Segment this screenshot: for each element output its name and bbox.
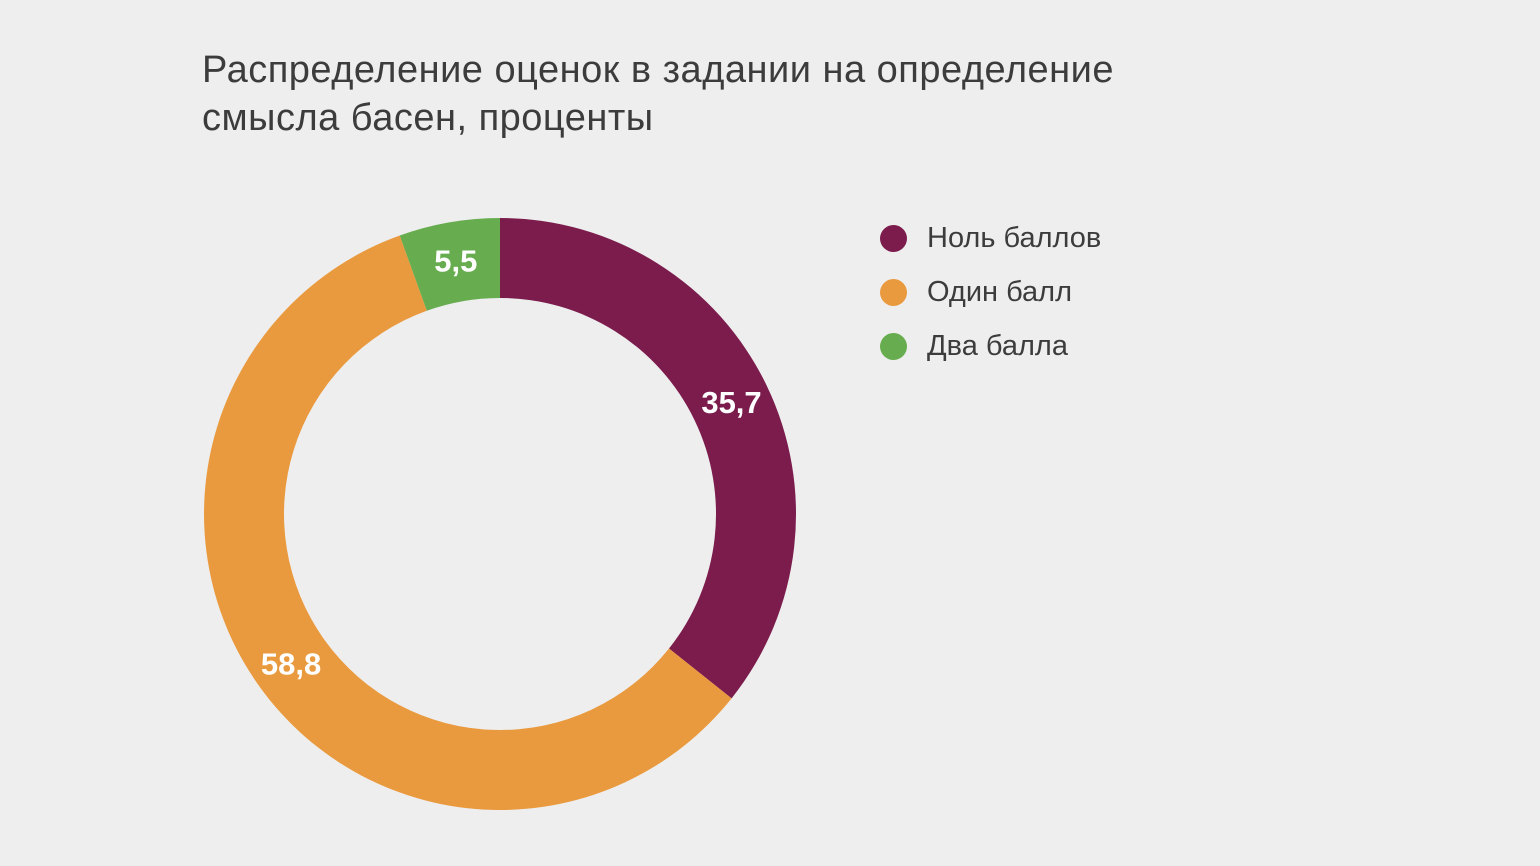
donut-chart: 35,7 58,8 5,5 [204,218,797,810]
legend-item-label: Один балл [927,275,1073,308]
donut-segment-0 [500,218,797,699]
chart-title-line-1: Распределение оценок в задании на опреде… [202,49,1115,91]
donut-segment-2 [399,218,500,311]
segment-value-label-2: 5,5 [434,243,477,278]
legend-swatch-icon [880,278,907,306]
legend-item-label: Ноль баллов [927,221,1102,254]
segment-value-label-0: 35,7 [701,385,761,420]
legend: Ноль баллов Один балл Два балла [880,221,1102,362]
chart-title: Распределение оценок в задании на опреде… [202,46,1114,142]
legend-item-label: Два балла [927,329,1068,362]
legend-swatch-icon [880,224,907,252]
segment-value-label-1: 58,8 [261,646,321,681]
legend-swatch-icon [880,332,907,360]
chart-title-line-2: смысла басен, проценты [202,97,654,139]
donut-segment-1 [204,235,732,810]
legend-item-zero-points: Ноль баллов [880,221,1102,254]
legend-item-two-points: Два балла [880,329,1101,362]
legend-item-one-point: Один балл [880,275,1101,308]
